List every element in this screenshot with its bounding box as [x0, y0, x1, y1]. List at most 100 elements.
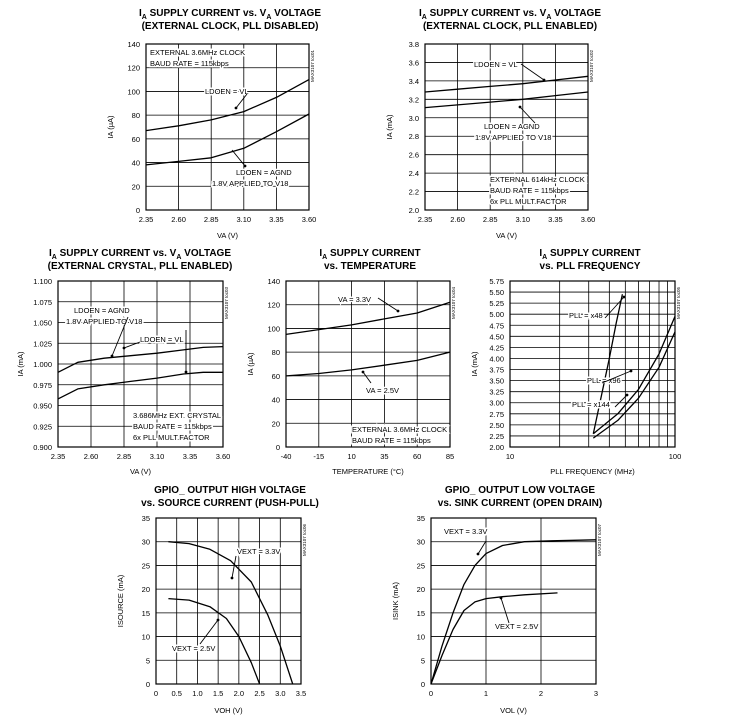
y-tick-label: 2.00 [489, 443, 504, 452]
chart-subtitle: (EXTERNAL CLOCK, PLL DISABLED) [141, 21, 319, 32]
annotation-arrow-tip [361, 370, 365, 374]
x-axis-label: VOL (V) [500, 706, 527, 715]
x-tick-label: 2.35 [418, 215, 433, 224]
series-line-1 [168, 541, 294, 685]
chart-title: IA SUPPLY CURRENT vs. VA VOLTAGE [138, 8, 322, 21]
annotation-arrow-tip [476, 552, 480, 556]
annotation-arrow-tip [184, 370, 188, 374]
y-tick-label: 2.8 [409, 132, 419, 141]
x-tick-label: 2.35 [139, 215, 154, 224]
annotation-arrow-tip [622, 295, 626, 299]
chart-id-label: MAX3107 toc05 [676, 286, 681, 319]
y-tick-label: 30 [417, 538, 425, 547]
series-line-2 [592, 316, 676, 435]
y-tick-label: 1.075 [33, 298, 52, 307]
y-tick-label: 35 [417, 514, 425, 523]
annotation-label: 1.8V APPLIED TO V18 [475, 133, 551, 142]
y-tick-label: 5.00 [489, 310, 504, 319]
y-axis-label: IA (µA) [106, 115, 115, 139]
y-axis-label: ISOURCE (mA) [116, 574, 125, 627]
x-tick-label: 85 [446, 452, 454, 461]
x-tick-label: 2.85 [483, 215, 498, 224]
y-tick-label: 5.25 [489, 299, 504, 308]
x-tick-label: 2.5 [254, 689, 264, 698]
y-axis-label: IA (mA) [385, 114, 394, 140]
series-line-2 [424, 91, 589, 109]
plot-frame [424, 43, 589, 211]
annotation-arrow-tip [110, 354, 114, 358]
x-tick-label: 3.60 [302, 215, 317, 224]
annotation-leader [231, 555, 237, 579]
series-line-1 [285, 301, 451, 336]
y-tick-label: 1.025 [33, 339, 52, 348]
plot-frame [509, 280, 676, 448]
annotation-arrow-tip [629, 369, 633, 373]
y-tick-label: 3.50 [489, 377, 504, 386]
chart-title: IA SUPPLY CURRENT [319, 248, 421, 261]
annotation-label: LDOEN = AGND [484, 122, 540, 131]
x-tick-label: 1.5 [213, 689, 223, 698]
chart-panel-7: GPIO_ OUTPUT LOW VOLTAGE vs. SINK CURREN… [400, 485, 640, 725]
y-tick-label: 0.925 [33, 422, 52, 431]
y-tick-label: 4.00 [489, 354, 504, 363]
annotation-label: 1.8V APPLIED TO V18 [212, 179, 288, 188]
y-tick-label: 120 [267, 301, 280, 310]
y-tick-label: 0 [146, 680, 150, 689]
y-tick-label: 35 [142, 514, 150, 523]
series-line-2 [57, 371, 223, 400]
y-tick-label: 3.6 [409, 58, 419, 67]
annotation-label: EXTERNAL 3.6MHz CLOCK [352, 425, 447, 434]
annotation-leader [111, 316, 129, 357]
x-tick-label: 0 [429, 689, 433, 698]
annotation-label: PLL = x96 [587, 376, 621, 385]
x-tick-label: 2.60 [84, 452, 99, 461]
y-axis-label: IA (mA) [16, 351, 25, 377]
x-tick-label: 10 [347, 452, 355, 461]
chart-id-label: MAX3107 toc07 [597, 523, 602, 556]
annotation-label: LDOEN = VL [474, 60, 518, 69]
y-tick-label: 4.25 [489, 343, 504, 352]
annotation-leader [199, 619, 219, 645]
chart-subtitle: vs. SINK CURRENT (OPEN DRAIN) [437, 498, 603, 509]
x-axis-label: TEMPERATURE (°C) [332, 467, 404, 476]
y-tick-label: 5 [146, 656, 150, 665]
x-tick-label: -40 [281, 452, 292, 461]
x-tick-label: 3.35 [548, 215, 563, 224]
y-tick-label: 2.50 [489, 421, 504, 430]
chart-subtitle: vs. PLL FREQUENCY [539, 261, 641, 272]
x-tick-label: 3.35 [269, 215, 284, 224]
y-tick-label: 40 [132, 159, 140, 168]
x-tick-label: 2.0 [234, 689, 244, 698]
y-tick-label: 80 [272, 348, 280, 357]
annotation-arrow-tip [518, 105, 522, 109]
series-line-2 [285, 351, 451, 377]
y-axis-label: IA (µA) [246, 352, 255, 376]
annotation-label: BAUD RATE = 115kbps [150, 59, 229, 68]
x-tick-label: 0.5 [171, 689, 181, 698]
chart-subtitle: vs. SOURCE CURRENT (PUSH-PULL) [141, 498, 319, 509]
plot-frame [145, 43, 310, 211]
annotation-leader [235, 93, 248, 109]
x-tick-label: 3.10 [236, 215, 251, 224]
y-tick-label: 20 [132, 182, 140, 191]
y-tick-label: 3.8 [409, 40, 419, 49]
y-tick-label: 80 [132, 111, 140, 120]
y-tick-label: 0 [421, 680, 425, 689]
annotation-arrow-tip [230, 576, 234, 580]
y-tick-label: 0 [136, 206, 140, 215]
chart-panel-5: IA SUPPLY CURRENT vs. PLL FREQUENCY [490, 248, 690, 488]
annotation-arrow-tip [122, 346, 126, 350]
plot-frame [57, 280, 224, 448]
chart-panel-3: IA SUPPLY CURRENT vs. VA VOLTAGE (EXTERN… [30, 248, 250, 488]
y-tick-label: 2.4 [409, 169, 419, 178]
annotation-leader [500, 597, 510, 624]
x-tick-label: 3 [594, 689, 598, 698]
y-tick-label: 10 [417, 633, 425, 642]
annotation-label: LDOEN = VL [140, 335, 184, 344]
x-tick-label: 35 [380, 452, 388, 461]
annotation-leader [519, 106, 536, 124]
y-tick-label: 120 [127, 64, 140, 73]
x-axis-label: PLL FREQUENCY (MHz) [550, 467, 635, 476]
y-tick-label: 60 [132, 135, 140, 144]
